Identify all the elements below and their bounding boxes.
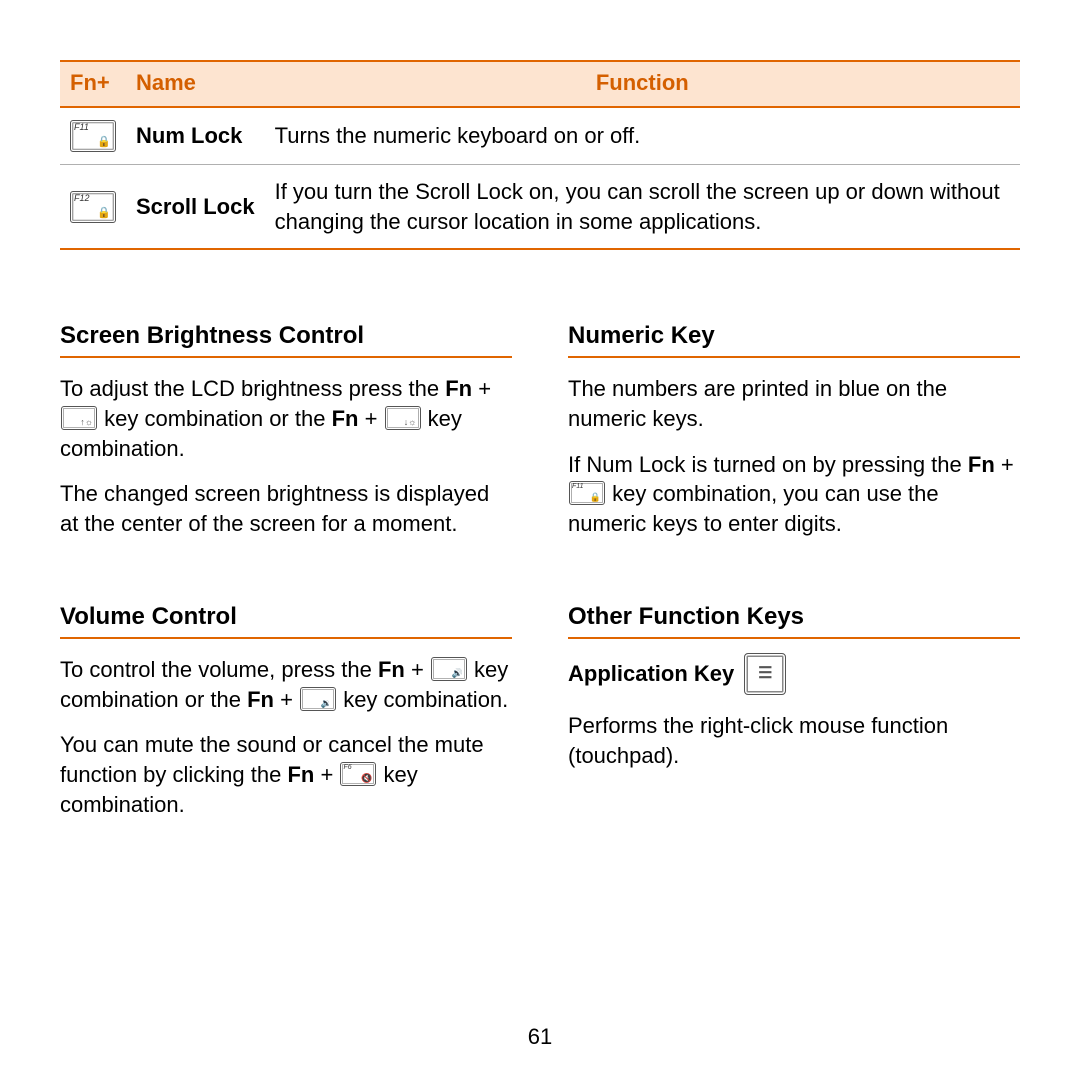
section-title: Numeric Key <box>568 322 1020 358</box>
section-body: The changed screen brightness is display… <box>60 479 512 538</box>
fn-key-table: Fn+ Name Function F11 🔒 Num Lock Turns t… <box>60 60 1020 250</box>
section-body: If Num Lock is turned on by pressing the… <box>568 450 1020 539</box>
section-body: Performs the right-click mouse function … <box>568 711 1020 770</box>
col-header-name: Name <box>126 61 265 107</box>
row-name: Scroll Lock <box>126 165 265 250</box>
section-title: Other Function Keys <box>568 603 1020 639</box>
brightness-down-key-icon: ↓☼ <box>385 406 421 430</box>
section-brightness: Screen Brightness Control To adjust the … <box>60 322 512 538</box>
section-numeric: Numeric Key The numbers are printed in b… <box>568 322 1020 538</box>
section-volume: Volume Control To control the volume, pr… <box>60 603 512 819</box>
section-body: The numbers are printed in blue on the n… <box>568 374 1020 433</box>
section-body: You can mute the sound or cancel the mut… <box>60 730 512 819</box>
col-header-fn: Fn+ <box>60 61 126 107</box>
table-row: F11 🔒 Num Lock Turns the numeric keyboar… <box>60 107 1020 165</box>
table-row: F12 🔒 Scroll Lock If you turn the Scroll… <box>60 165 1020 250</box>
section-body: To control the volume, press the Fn + 🔊 … <box>60 655 512 714</box>
numlock-key-icon: F11🔒 <box>569 481 605 505</box>
mute-key-icon: F6🔇 <box>340 762 376 786</box>
row-func: Turns the numeric keyboard on or off. <box>265 107 1020 165</box>
col-header-func: Function <box>265 61 1020 107</box>
application-key-icon: ☰ <box>744 653 786 695</box>
row-name: Num Lock <box>126 107 265 165</box>
volume-down-key-icon: 🔉 <box>300 687 336 711</box>
volume-up-key-icon: 🔊 <box>431 657 467 681</box>
application-key-heading: Application Key ☰ <box>568 653 1020 695</box>
brightness-up-key-icon: ↑☼ <box>61 406 97 430</box>
section-title: Screen Brightness Control <box>60 322 512 358</box>
section-other: Other Function Keys Application Key ☰ Pe… <box>568 603 1020 770</box>
f11-key-icon: F11 🔒 <box>70 120 116 152</box>
page-number: 61 <box>0 1024 1080 1050</box>
f12-key-icon: F12 🔒 <box>70 191 116 223</box>
row-func: If you turn the Scroll Lock on, you can … <box>265 165 1020 250</box>
section-title: Volume Control <box>60 603 512 639</box>
section-body: To adjust the LCD brightness press the F… <box>60 374 512 463</box>
